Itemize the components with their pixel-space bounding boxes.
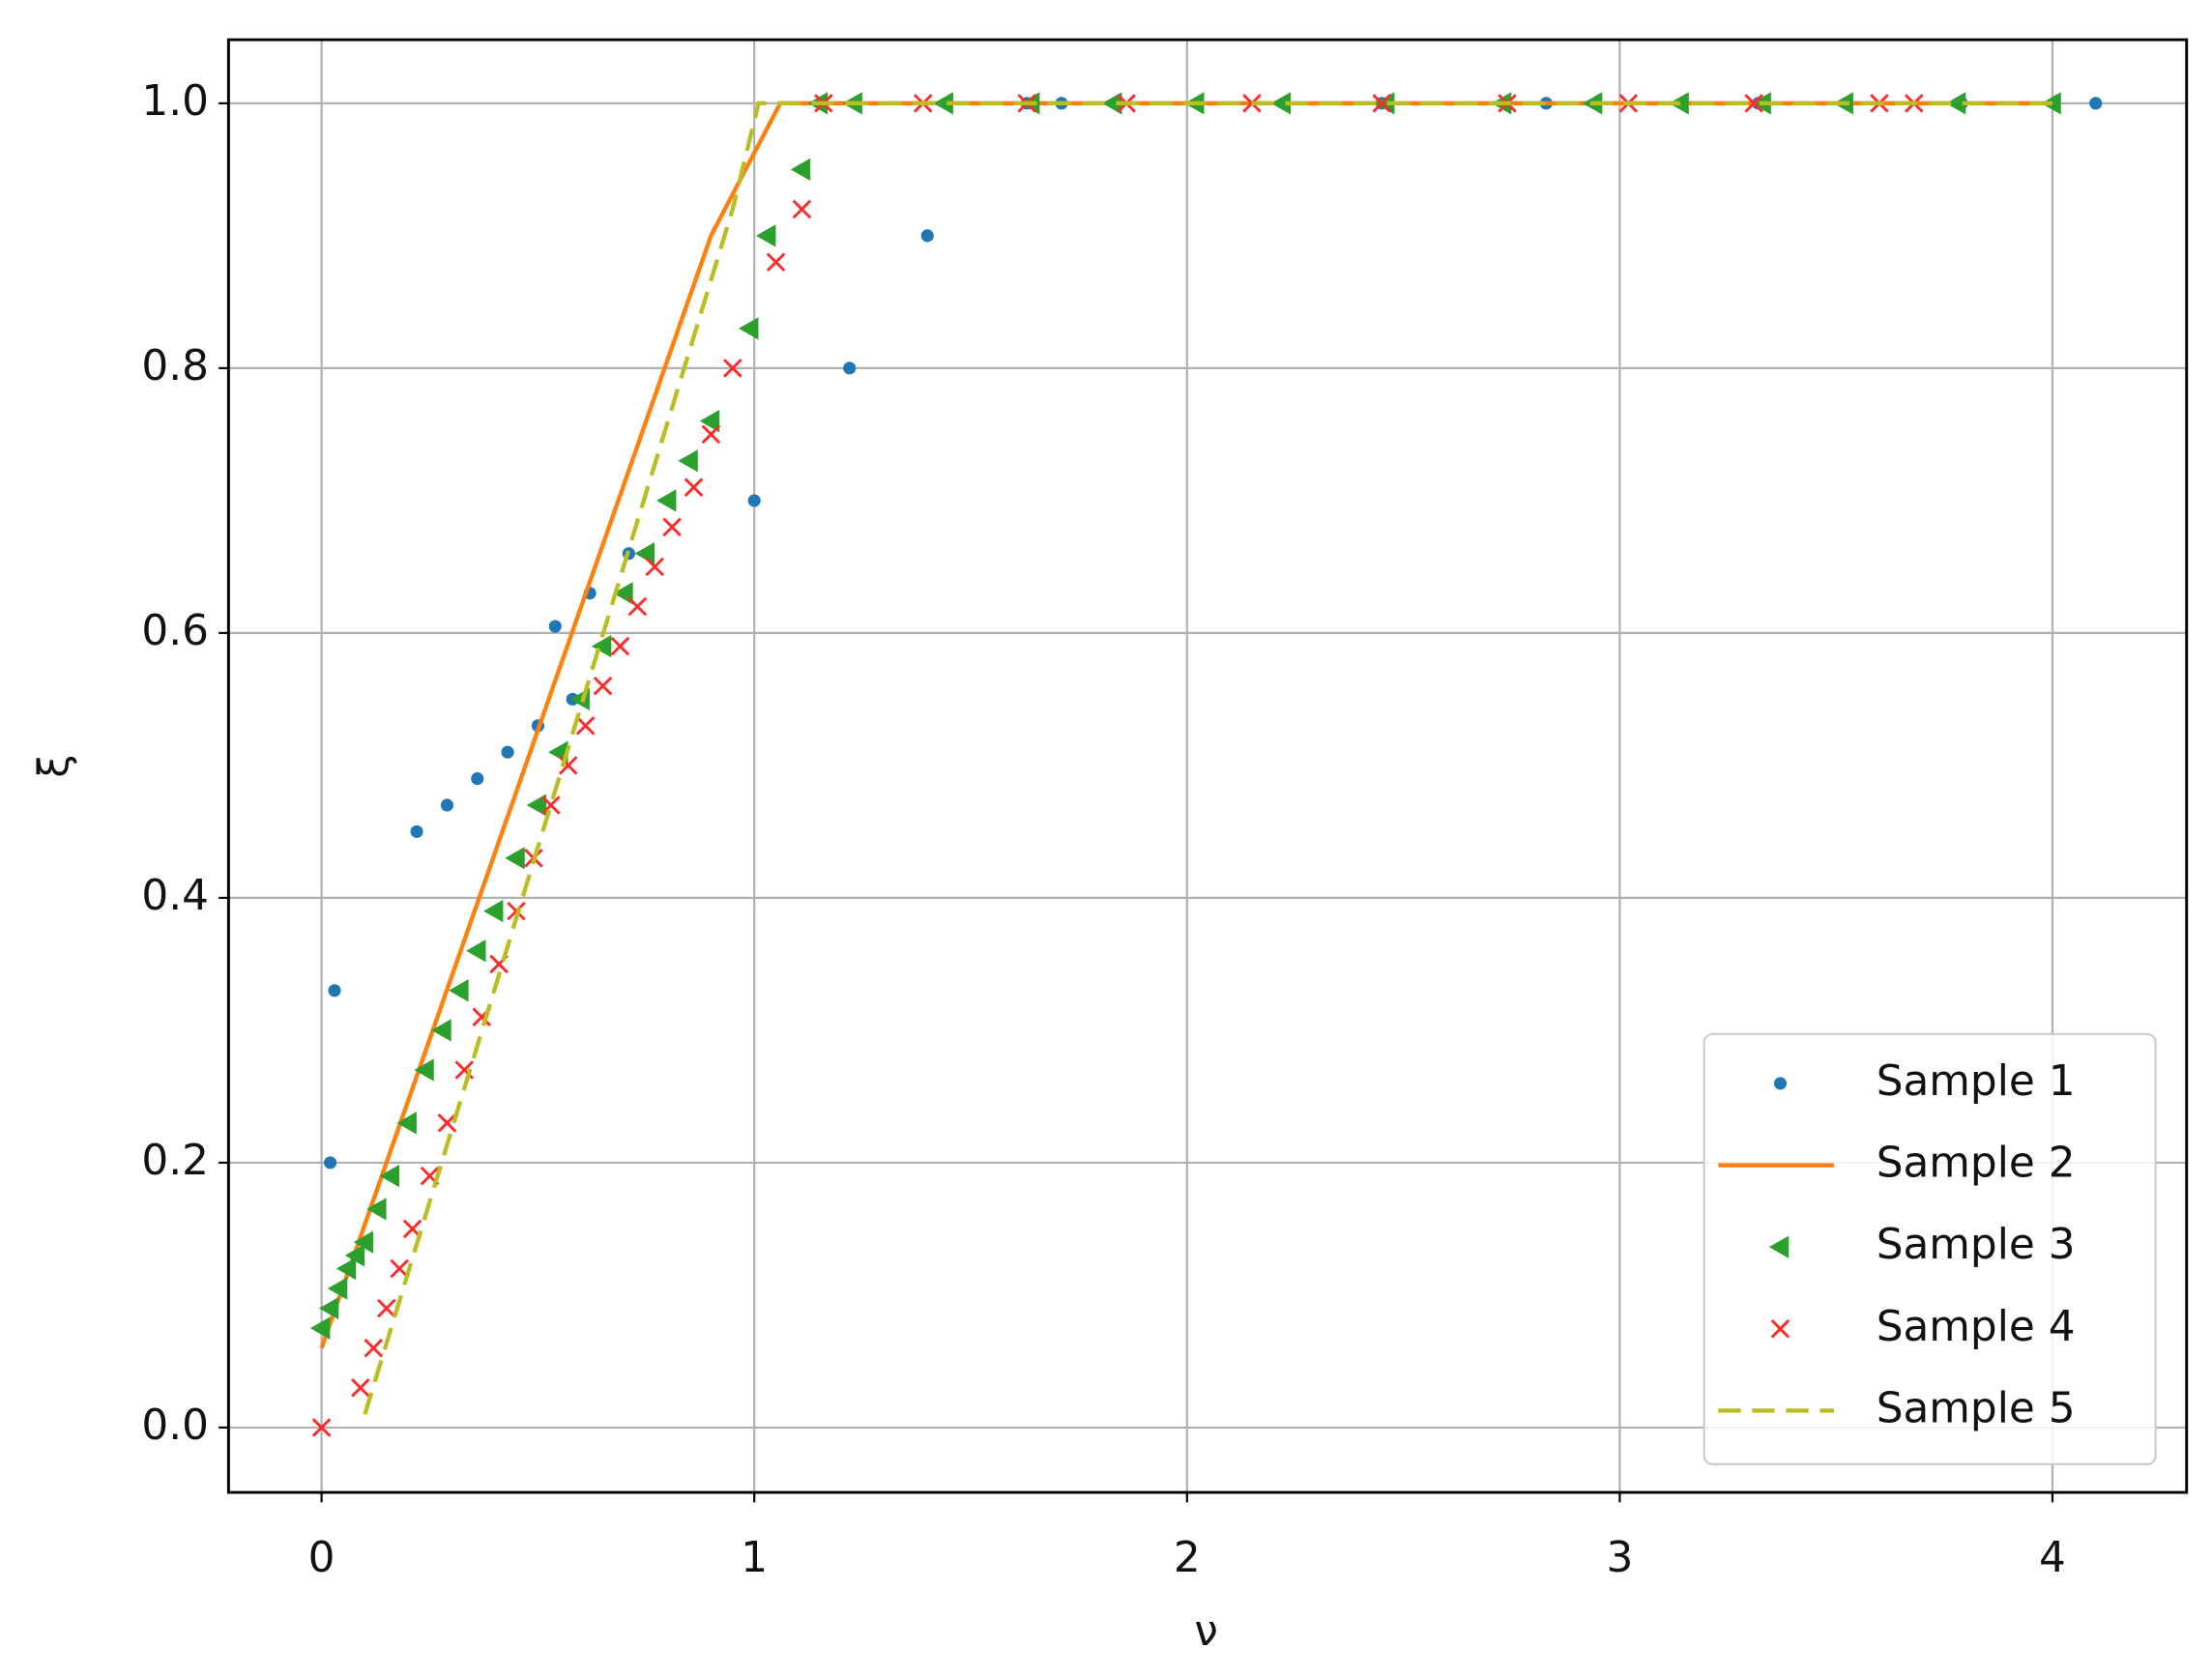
point [449, 979, 469, 1002]
x-tick-label: 2 [1174, 1533, 1201, 1582]
x-axis-label: ν [1194, 1606, 1217, 1656]
point [437, 1113, 457, 1133]
point [379, 1164, 399, 1188]
point [541, 795, 561, 815]
point [1372, 94, 1392, 113]
point [501, 745, 514, 759]
point [1744, 94, 1763, 113]
plot-frame [226, 38, 2189, 1494]
x-tick-label: 1 [741, 1533, 768, 1582]
point [613, 582, 633, 605]
point [634, 542, 655, 565]
point [627, 596, 648, 617]
point [440, 798, 453, 812]
y-tick-label: 0.4 [141, 871, 209, 920]
point [311, 1418, 332, 1437]
legend-label: Sample 2 [1877, 1139, 2076, 1188]
point [723, 359, 742, 378]
point [699, 410, 720, 433]
point [482, 899, 504, 923]
point [1102, 92, 1122, 115]
point [575, 716, 596, 736]
point [766, 252, 786, 273]
point [843, 361, 857, 375]
point [1945, 92, 1966, 115]
legend-box [1703, 1032, 2157, 1465]
point [466, 939, 486, 963]
point [790, 158, 811, 182]
legend-symbol [1770, 1319, 1790, 1339]
legend-label: Sample 5 [1877, 1383, 2076, 1432]
point [920, 229, 934, 243]
y-tick-label: 0.8 [141, 341, 209, 390]
legend-label: Sample 4 [1877, 1302, 2076, 1351]
point [344, 1244, 365, 1267]
point [739, 317, 759, 340]
y-tick-label: 0.0 [141, 1401, 209, 1450]
point [318, 1296, 339, 1320]
y-tick-label: 0.2 [141, 1136, 209, 1185]
point [309, 1316, 331, 1340]
point [755, 224, 776, 247]
point [366, 1198, 387, 1221]
point [431, 1019, 451, 1042]
point [390, 1258, 409, 1279]
point [410, 824, 423, 838]
y-axis-label: ξ [29, 754, 78, 777]
x-tick-label: 0 [308, 1533, 335, 1582]
point [701, 424, 721, 445]
point [376, 1298, 396, 1318]
point [1375, 92, 1395, 115]
point [548, 620, 562, 633]
point [505, 847, 525, 870]
legend-label: Sample 1 [1877, 1056, 2076, 1106]
legend-label: Sample 3 [1877, 1220, 2076, 1269]
point [526, 794, 547, 817]
point [471, 772, 484, 786]
point [645, 557, 665, 577]
point [396, 1112, 417, 1135]
legend-symbol [1773, 1077, 1788, 1090]
point [747, 494, 761, 507]
series-line [319, 101, 2052, 1349]
point [414, 1058, 434, 1082]
point [364, 1338, 384, 1358]
point [591, 634, 612, 658]
point [2089, 97, 2103, 110]
legend-symbol [1768, 1235, 1790, 1258]
point [662, 517, 682, 537]
point [933, 92, 953, 115]
point [324, 1156, 337, 1170]
point [327, 1277, 348, 1300]
point [335, 1257, 357, 1281]
y-tick-label: 1.0 [141, 76, 209, 126]
series-line [363, 101, 2052, 1415]
point [684, 477, 704, 497]
point [1270, 92, 1292, 115]
point [792, 199, 812, 219]
y-tick-label: 0.6 [141, 606, 209, 655]
point [328, 984, 341, 997]
point [678, 449, 698, 473]
point [353, 1230, 374, 1254]
point [610, 636, 630, 656]
x-tick-label: 4 [2039, 1533, 2066, 1582]
x-tick-label: 3 [1606, 1533, 1633, 1582]
point [656, 489, 677, 512]
point [351, 1378, 370, 1398]
point [593, 676, 613, 696]
legend: Sample 1 Sample 2 Sample 3 Sample 4 Sample 5 [1703, 1032, 2157, 1465]
